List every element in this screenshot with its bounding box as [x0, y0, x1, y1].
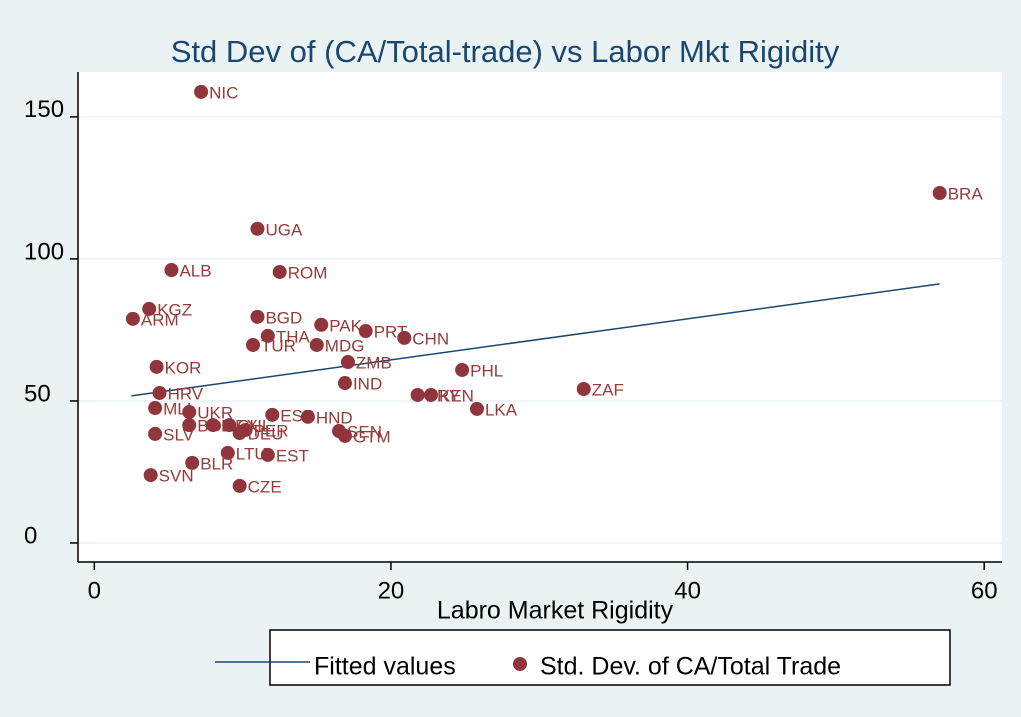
point-label: KOR: [165, 358, 202, 377]
fit-line: [131, 283, 940, 397]
point: [148, 426, 163, 441]
point-label: HRV: [168, 384, 204, 403]
x-tick-label: 20: [378, 577, 405, 604]
point-label: PAK: [329, 316, 362, 335]
point-label: NIC: [209, 83, 238, 102]
point: [125, 311, 140, 326]
chart-title: Std Dev of (CA/Total-trade) vs Labor Mkt…: [171, 34, 840, 69]
point-label: HND: [316, 408, 353, 427]
legend-label: Fitted values: [314, 653, 456, 681]
point-label: TUR: [261, 336, 296, 355]
x-tick-label: 60: [971, 577, 998, 604]
point: [246, 337, 261, 352]
point: [358, 324, 373, 339]
point: [149, 359, 164, 374]
y-tick-label: 0: [24, 522, 37, 549]
point: [182, 405, 197, 420]
point: [220, 445, 235, 460]
y-tick-label: 50: [24, 380, 51, 407]
y-tick-label: 150: [24, 96, 64, 123]
point-label: EST: [276, 446, 309, 465]
point-label: GTM: [353, 427, 391, 446]
plot-area: [78, 72, 1002, 562]
point: [194, 84, 209, 99]
point: [337, 428, 352, 443]
point-label: UKR: [197, 404, 233, 423]
point: [260, 447, 275, 462]
point-label: CHN: [412, 329, 449, 348]
point-label: ROM: [288, 263, 328, 282]
point: [148, 401, 163, 416]
point: [469, 401, 484, 416]
legend-label: Std. Dev. of CA/Total Trade: [540, 653, 841, 681]
point: [185, 455, 200, 470]
point-label: KEN: [439, 386, 474, 405]
point-label: IND: [353, 375, 382, 394]
point-label: KGZ: [157, 300, 192, 319]
x-tick-label: 0: [88, 577, 101, 604]
point-label: SVN: [159, 467, 194, 486]
point: [340, 355, 355, 370]
point-label: THA: [276, 327, 311, 346]
point-label: ZAF: [592, 380, 624, 399]
x-tick-label: 40: [674, 577, 701, 604]
point: [164, 262, 179, 277]
point-label: LTU: [236, 444, 267, 463]
point: [182, 418, 197, 433]
point: [265, 407, 280, 422]
legend-marker: [513, 657, 527, 671]
point-label: SEN: [347, 423, 382, 442]
point: [232, 478, 247, 493]
point: [300, 409, 315, 424]
point-label: LKA: [485, 400, 518, 419]
point: [932, 186, 947, 201]
point: [423, 387, 438, 402]
point-label: PER: [254, 421, 289, 440]
point: [232, 426, 247, 441]
point: [250, 221, 265, 236]
point: [272, 264, 287, 279]
point-label: DEU: [248, 425, 284, 444]
point-label: ARM: [141, 310, 179, 329]
point: [142, 301, 157, 316]
point-label: ALB: [179, 261, 211, 280]
point: [205, 418, 220, 433]
point: [309, 337, 324, 352]
point-label: ZMB: [356, 354, 392, 373]
point: [455, 362, 470, 377]
point: [260, 328, 275, 343]
point: [143, 468, 158, 483]
point: [250, 309, 265, 324]
legend: [269, 629, 951, 686]
point-label: PHL: [470, 361, 503, 380]
point: [397, 330, 412, 345]
point: [337, 376, 352, 391]
y-tick-label: 100: [24, 238, 64, 265]
point: [314, 317, 329, 332]
point: [152, 385, 167, 400]
point: [222, 418, 237, 433]
point-label: CZE: [248, 477, 282, 496]
point: [410, 387, 425, 402]
point-label: BGD: [265, 308, 302, 327]
point-label: SLV: [163, 425, 195, 444]
point: [576, 382, 591, 397]
point-label: MDG: [325, 336, 365, 355]
point-label: UGA: [265, 220, 303, 239]
x-axis-label: Labro Market Rigidity: [437, 597, 674, 625]
point-label: BRA: [948, 184, 984, 203]
point-label: BLR: [200, 454, 233, 473]
